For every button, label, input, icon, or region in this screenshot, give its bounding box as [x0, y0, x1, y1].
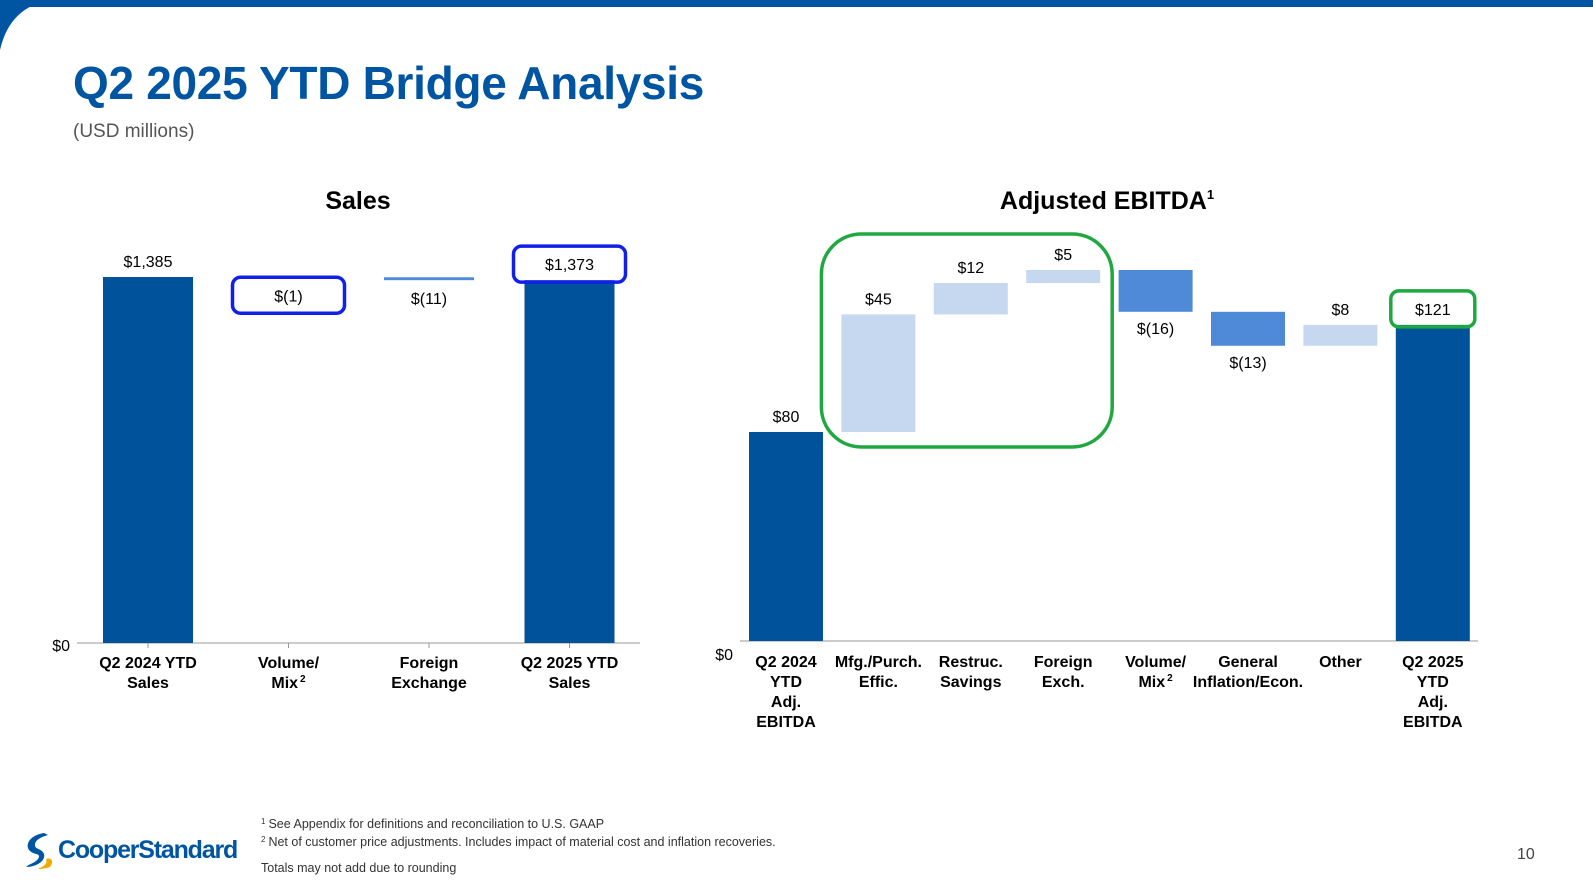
footnote-1: 1 See Appendix for definitions and reconc…: [261, 814, 776, 832]
ebitda-bar: [1118, 270, 1193, 312]
sales-highlight-box: [511, 244, 628, 284]
sales-data-label: $(11): [411, 291, 447, 308]
ebitda-data-label: $5: [1054, 247, 1072, 264]
sales-bar: [103, 277, 193, 643]
sales-bar: [524, 280, 615, 643]
ebitda-category-superscript: 2: [1167, 673, 1173, 684]
page-subtitle: (USD millions): [73, 121, 195, 142]
page-title: Q2 2025 YTD Bridge Analysis: [73, 57, 705, 109]
ebitda-bar: [933, 283, 1008, 315]
footnote-2-text: Net of customer price adjustments. Inclu…: [268, 835, 776, 849]
footnote-1-text: See Appendix for definitions and reconci…: [268, 817, 605, 831]
sales-data-label: $1,385: [124, 254, 173, 271]
sales-category-label: Q2 2024 YTD Sales: [99, 655, 197, 692]
sales-bar: [243, 276, 334, 278]
footnote-2-marker: 2: [261, 835, 266, 844]
sales-chart-title: Sales: [325, 187, 390, 215]
ebitda-category-label: Other: [1319, 654, 1362, 671]
ebitda-highlight-box: [1389, 289, 1477, 329]
ebitda-category-label: Q2 2025 YTD Adj. EBITDA: [1402, 654, 1463, 731]
sales-highlight-box: [230, 275, 347, 316]
sales-category-superscript: 2: [300, 674, 306, 685]
footnote-2: 2 Net of customer price adjustments. Incl…: [261, 832, 776, 850]
ebitda-group-highlight-box: [819, 232, 1114, 449]
ebitda-zero-label: $0: [715, 647, 733, 664]
ebitda-category-label: Q2 2024 YTD Adj. EBITDA: [755, 654, 816, 731]
ebitda-bar: [1026, 270, 1101, 284]
ebitda-data-label: $12: [957, 260, 984, 277]
ebitda-title-superscript: 1: [1207, 187, 1214, 202]
ebitda-bar: [1395, 324, 1470, 641]
ebitda-bar: [749, 431, 823, 641]
ebitda-data-label: $80: [773, 409, 800, 426]
footnotes: 1 See Appendix for definitions and reconc…: [261, 814, 776, 876]
ebitda-title-text: Adjusted EBITDA: [1000, 187, 1207, 215]
sales-category-label: Volume/Mix 2: [258, 655, 320, 692]
logo-swoosh-icon: [26, 833, 48, 867]
ebitda-category-label: Mfg./Purch. Effic.: [835, 654, 922, 691]
footnote-1-marker: 1: [261, 817, 266, 826]
rounding-note: Totals may not add due to rounding: [261, 861, 457, 875]
ebitda-category-label: Foreign Exch.: [1034, 654, 1093, 691]
ebitda-data-label: $8: [1332, 302, 1350, 319]
sales-category-label: Q2 2025 YTD Sales: [521, 655, 619, 692]
sales-zero-label: $0: [52, 638, 70, 655]
ebitda-data-label: $(13): [1229, 355, 1266, 372]
ebitda-category-label: Restruc. Savings: [939, 654, 1003, 691]
ebitda-category-label: General Inflation/Econ.: [1193, 654, 1303, 691]
top-banner: [0, 0, 1593, 50]
sales-data-label: $1,373: [545, 257, 594, 274]
ebitda-data-label: $121: [1415, 302, 1451, 319]
ebitda-bar: [1211, 311, 1285, 346]
ebitda-chart-title: Adjusted EBITDA1: [1000, 187, 1214, 215]
sales-data-label: $(1): [274, 288, 302, 305]
ebitda-bar: [1303, 324, 1378, 346]
sales-bar: [384, 277, 474, 281]
ebitda-category-label: Volume/Mix 2: [1125, 654, 1187, 691]
sales-category-label: Foreign Exchange: [391, 655, 467, 692]
cooper-standard-logo: CooperStandard: [26, 833, 238, 869]
ebitda-data-label: $(16): [1137, 321, 1174, 338]
logo-text: CooperStandard: [58, 836, 237, 864]
page-number: 10: [1517, 846, 1535, 863]
ebitda-data-label: $45: [865, 291, 892, 308]
ebitda-bar: [841, 314, 916, 432]
